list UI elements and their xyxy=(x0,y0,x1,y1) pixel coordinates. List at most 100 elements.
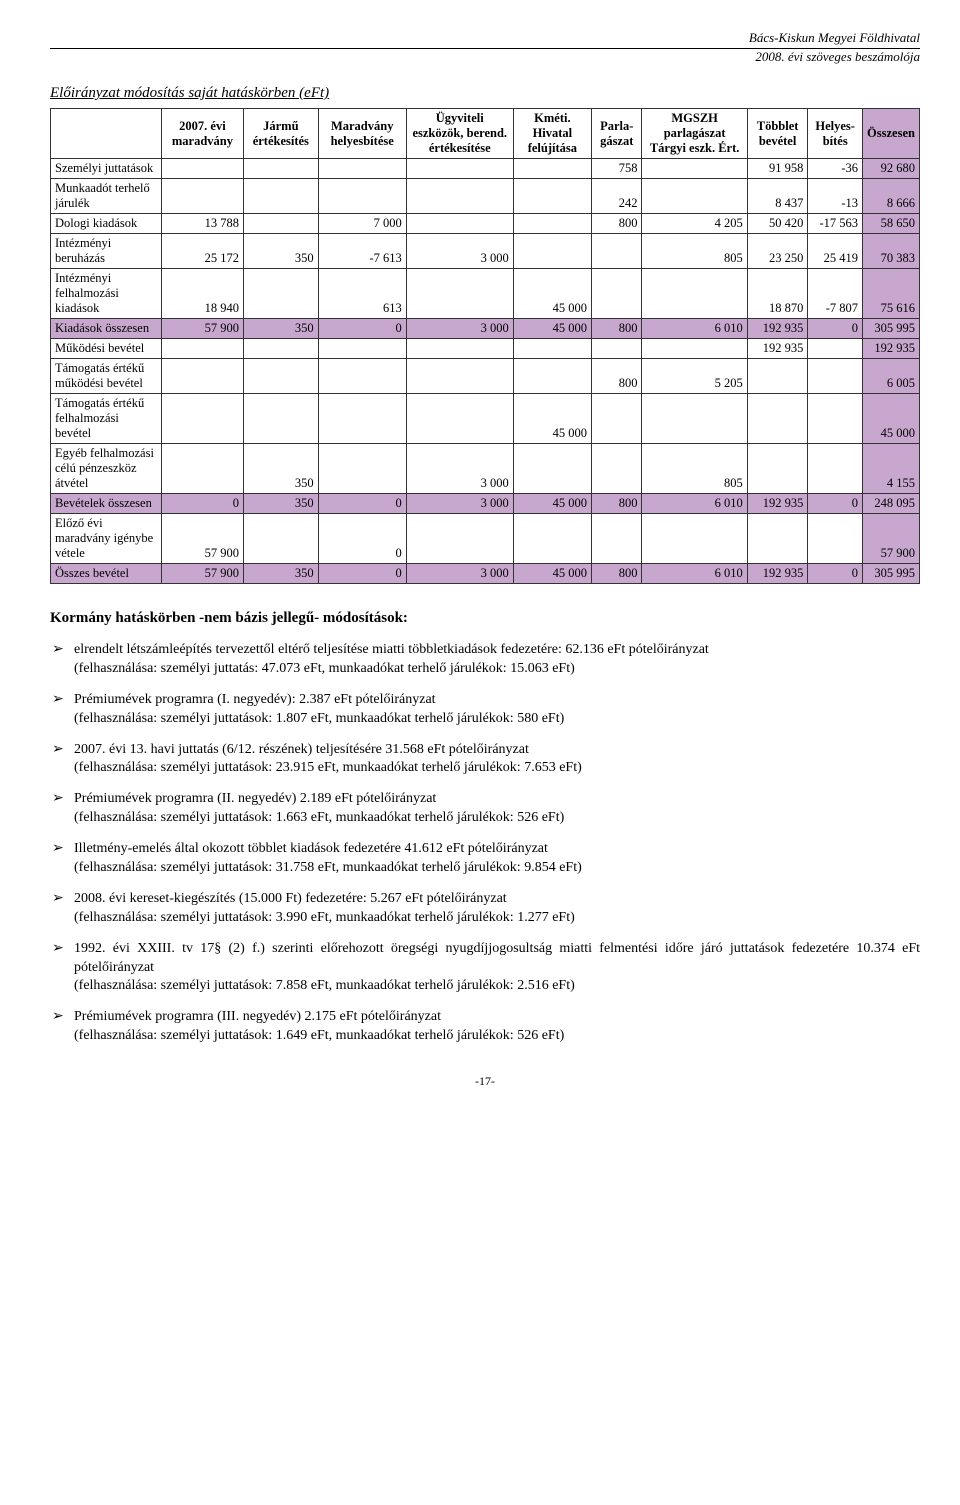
cell xyxy=(747,359,808,394)
list-item: Illetmény-emelés által okozott többlet k… xyxy=(50,840,920,878)
cell: 0 xyxy=(318,564,406,584)
cell: 6 010 xyxy=(642,494,747,514)
cell: 25 172 xyxy=(161,234,243,269)
cell: 45 000 xyxy=(513,494,591,514)
cell: 350 xyxy=(244,319,319,339)
list-item: 2008. évi kereset-kiegészítés (15.000 Ft… xyxy=(50,890,920,928)
cell: 91 958 xyxy=(747,159,808,179)
cell: 800 xyxy=(592,494,642,514)
list-item: Prémiumévek programra (III. negyedév) 2.… xyxy=(50,1008,920,1046)
cell: 805 xyxy=(642,234,747,269)
cell xyxy=(161,359,243,394)
cell: 5 205 xyxy=(642,359,747,394)
cell xyxy=(244,359,319,394)
cell: 3 000 xyxy=(406,319,513,339)
col-header: 2007. évi maradvány xyxy=(161,109,243,159)
cell: 192 935 xyxy=(747,339,808,359)
cell xyxy=(244,159,319,179)
cell xyxy=(244,214,319,234)
cell xyxy=(592,514,642,564)
cell: 45 000 xyxy=(513,394,591,444)
col-header: Helyes-bítés xyxy=(808,109,863,159)
col-header: Maradvány helyesbítése xyxy=(318,109,406,159)
cell xyxy=(318,394,406,444)
cell xyxy=(513,514,591,564)
cell: 192 935 xyxy=(747,564,808,584)
cell xyxy=(513,159,591,179)
row-label: Kiadások összesen xyxy=(51,319,162,339)
cell xyxy=(513,234,591,269)
cell: 70 383 xyxy=(863,234,920,269)
cell: -7 807 xyxy=(808,269,863,319)
cell: 57 900 xyxy=(161,514,243,564)
list-item: 2007. évi 13. havi juttatás (6/12. részé… xyxy=(50,741,920,779)
cell: 25 419 xyxy=(808,234,863,269)
cell: 800 xyxy=(592,359,642,394)
cell: 0 xyxy=(161,494,243,514)
cell: 6 010 xyxy=(642,319,747,339)
cell xyxy=(406,214,513,234)
cell: -17 563 xyxy=(808,214,863,234)
cell: 0 xyxy=(318,494,406,514)
row-label: Bevételek összesen xyxy=(51,494,162,514)
cell xyxy=(808,339,863,359)
cell xyxy=(244,179,319,214)
cell: 57 900 xyxy=(863,514,920,564)
cell: 45 000 xyxy=(513,319,591,339)
cell: 23 250 xyxy=(747,234,808,269)
cell: 0 xyxy=(808,319,863,339)
cell xyxy=(161,444,243,494)
table-row: Intézményi felhalmozási kiadások18 94061… xyxy=(51,269,920,319)
page-number: -17- xyxy=(50,1074,920,1089)
cell xyxy=(318,179,406,214)
col-header xyxy=(51,109,162,159)
col-header: Kméti. Hivatal felújítása xyxy=(513,109,591,159)
cell: 75 616 xyxy=(863,269,920,319)
section-title: Előirányzat módosítás saját hatáskörben … xyxy=(50,85,920,102)
cell xyxy=(513,214,591,234)
cell xyxy=(808,394,863,444)
cell: 7 000 xyxy=(318,214,406,234)
cell xyxy=(161,339,243,359)
cell xyxy=(244,394,319,444)
table-row: Előző évi maradvány igénybe vétele57 900… xyxy=(51,514,920,564)
cell: 192 935 xyxy=(747,494,808,514)
cell xyxy=(642,339,747,359)
cell: 8 437 xyxy=(747,179,808,214)
cell: 4 205 xyxy=(642,214,747,234)
cell: 350 xyxy=(244,234,319,269)
cell xyxy=(244,339,319,359)
cell: 45 000 xyxy=(513,269,591,319)
cell: 0 xyxy=(318,514,406,564)
cell: 50 420 xyxy=(747,214,808,234)
appropriation-table: 2007. évi maradványJármű értékesítésMara… xyxy=(50,108,920,584)
table-row: Dologi kiadások13 7887 0008004 20550 420… xyxy=(51,214,920,234)
cell: 3 000 xyxy=(406,444,513,494)
cell xyxy=(318,159,406,179)
table-row: Működési bevétel192 935192 935 xyxy=(51,339,920,359)
cell: 45 000 xyxy=(863,394,920,444)
table-row: Intézményi beruházás25 172350-7 6133 000… xyxy=(51,234,920,269)
row-label: Működési bevétel xyxy=(51,339,162,359)
cell xyxy=(406,514,513,564)
cell xyxy=(406,159,513,179)
cell: 3 000 xyxy=(406,494,513,514)
cell xyxy=(642,179,747,214)
cell: 192 935 xyxy=(747,319,808,339)
cell xyxy=(747,444,808,494)
cell xyxy=(642,394,747,444)
cell xyxy=(406,269,513,319)
row-label: Személyi juttatások xyxy=(51,159,162,179)
cell: 800 xyxy=(592,319,642,339)
col-header: Jármű értékesítés xyxy=(244,109,319,159)
col-header: Többlet bevétel xyxy=(747,109,808,159)
list-item: 1992. évi XXIII. tv 17§ (2) f.) szerinti… xyxy=(50,940,920,997)
cell: 57 900 xyxy=(161,319,243,339)
row-label: Előző évi maradvány igénybe vétele xyxy=(51,514,162,564)
cell xyxy=(592,394,642,444)
cell: 0 xyxy=(318,319,406,339)
cell xyxy=(244,514,319,564)
row-label: Dologi kiadások xyxy=(51,214,162,234)
cell xyxy=(642,269,747,319)
table-row: Bevételek összesen035003 00045 0008006 0… xyxy=(51,494,920,514)
